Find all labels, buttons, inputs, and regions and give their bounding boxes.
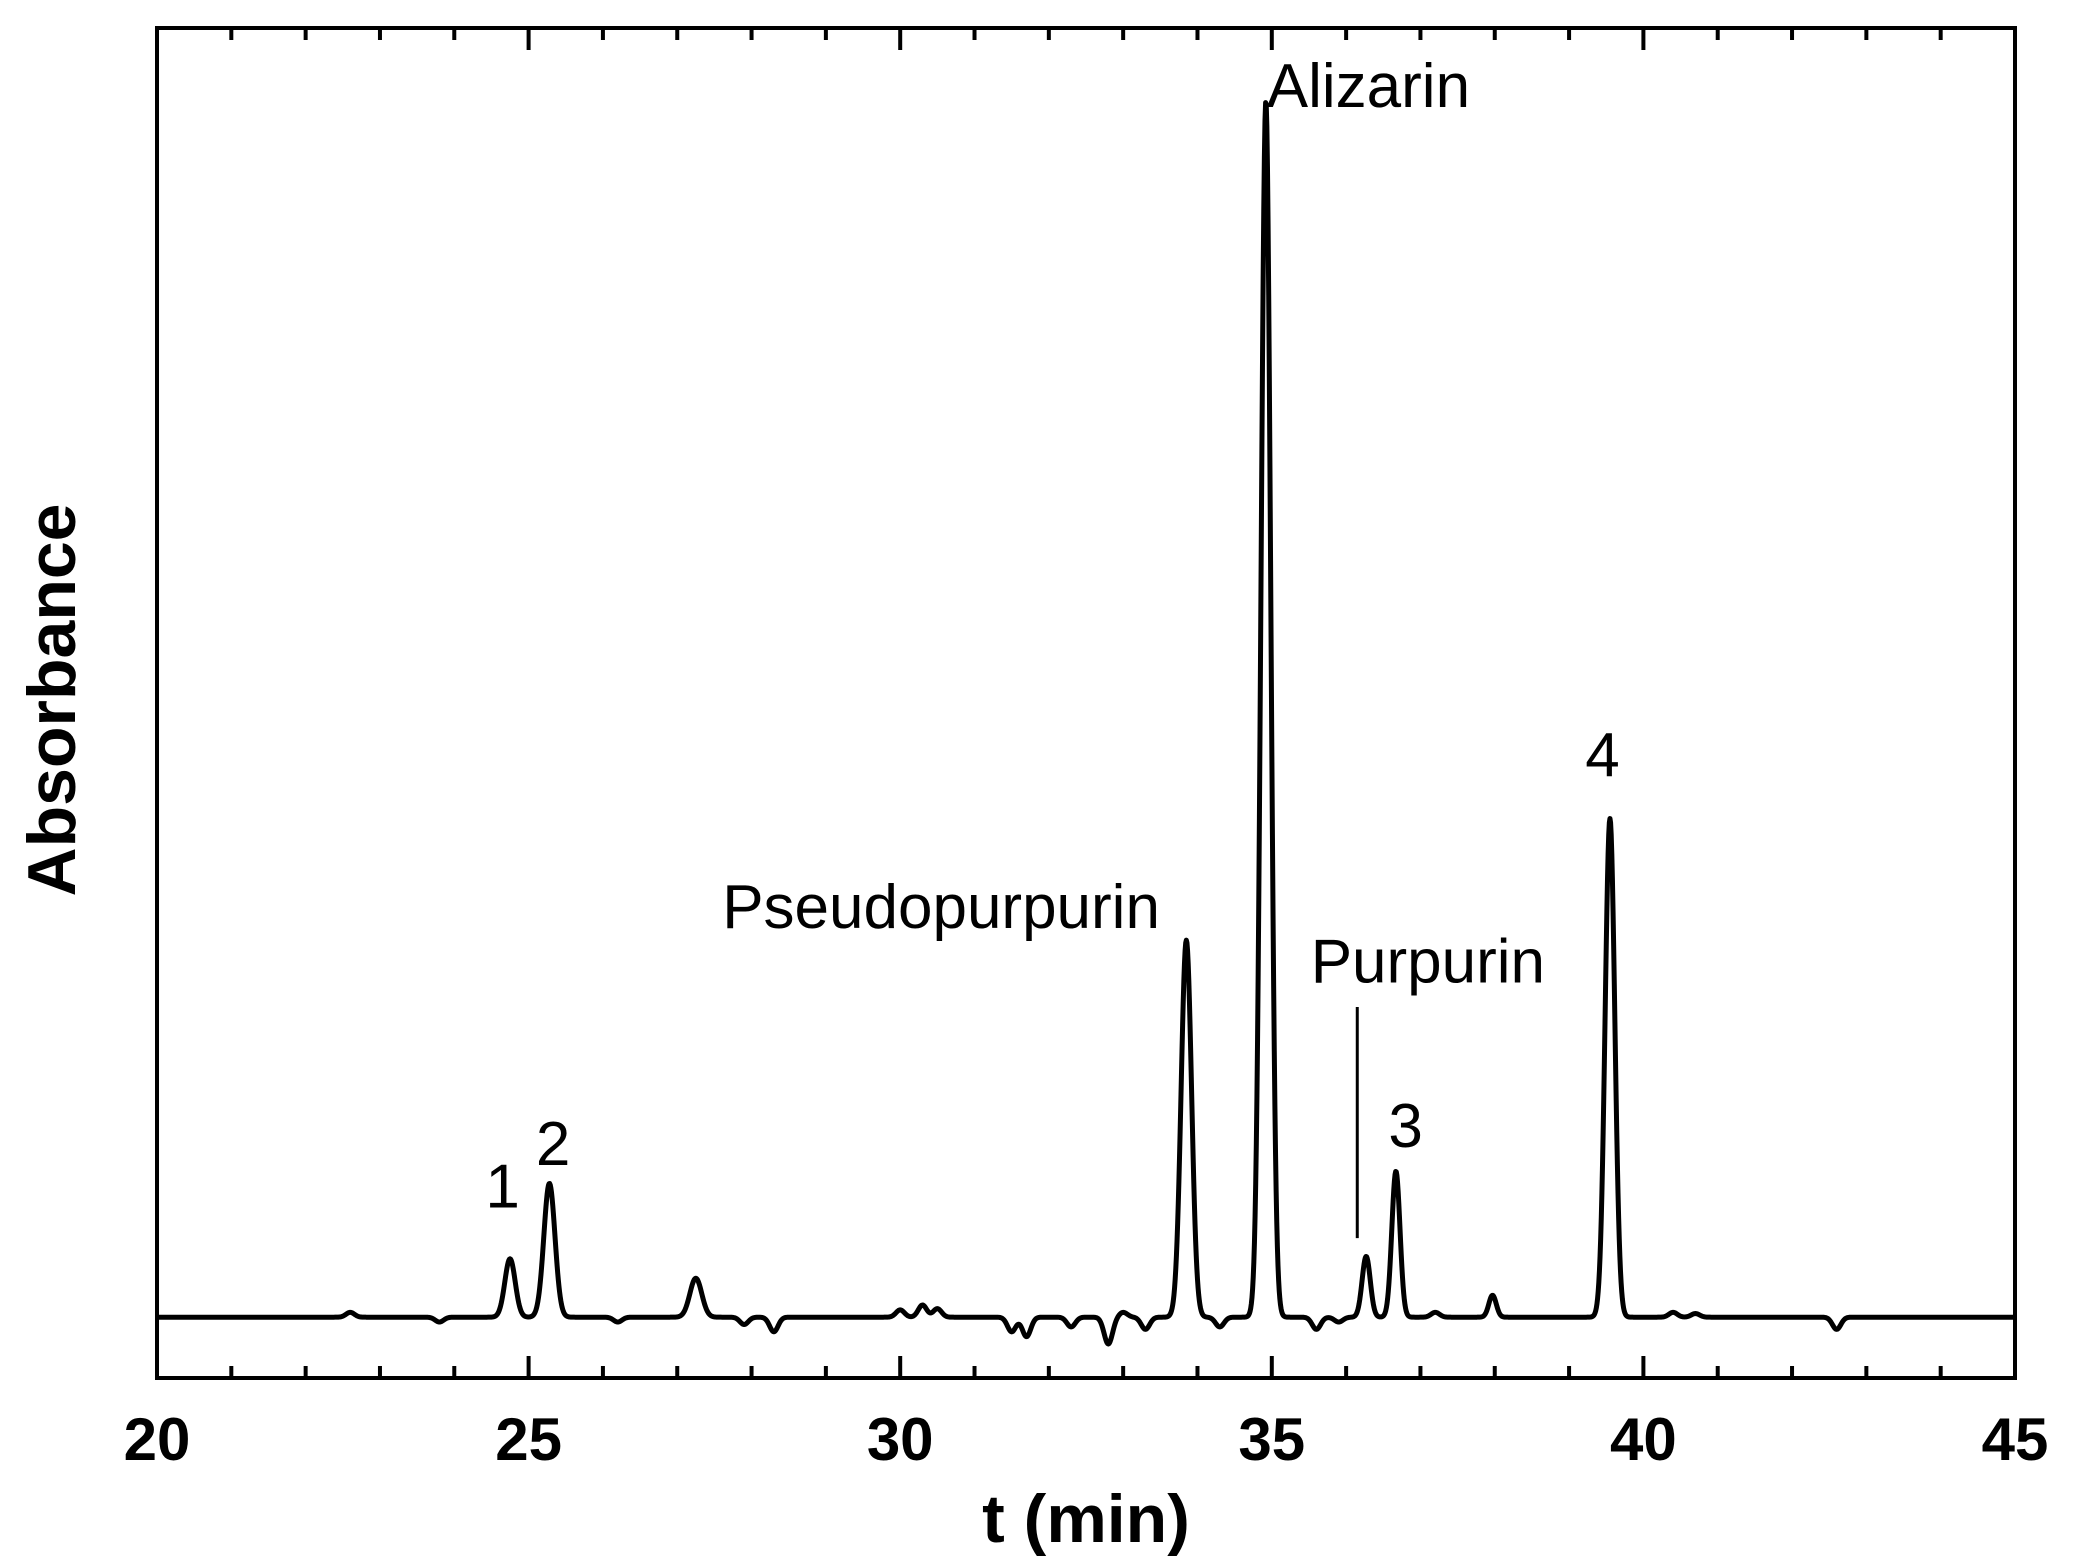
x-tick-label: 35: [1238, 1406, 1305, 1473]
x-tick-label: 45: [1982, 1406, 2049, 1473]
x-axis-title: t (min): [982, 1481, 1190, 1557]
peak-label: 4: [1585, 721, 1619, 790]
peak-label: 2: [536, 1110, 570, 1179]
peak-label: 3: [1388, 1092, 1422, 1161]
peak-annotations: 12 Pseudopurpurin Alizarin Purpurin 3 4: [485, 52, 1619, 1222]
axis-ticks: [155, 28, 2017, 1378]
y-axis-title: Absorbance: [14, 504, 90, 897]
x-tick-label: 40: [1610, 1406, 1677, 1473]
x-tick-labels: 20 25 30 35 40 45: [124, 1406, 2049, 1473]
plot-frame: [155, 26, 2017, 1380]
peak-label: Pseudopurpurin: [722, 873, 1160, 942]
x-tick-label: 25: [495, 1406, 562, 1473]
x-tick-label: 20: [124, 1406, 191, 1473]
peak-label: Alizarin: [1267, 52, 1470, 121]
x-tick-label: 30: [867, 1406, 934, 1473]
peak-label: 1: [485, 1153, 519, 1222]
peak-label: Purpurin: [1311, 928, 1545, 997]
absorbance-trace: [155, 100, 2017, 1347]
